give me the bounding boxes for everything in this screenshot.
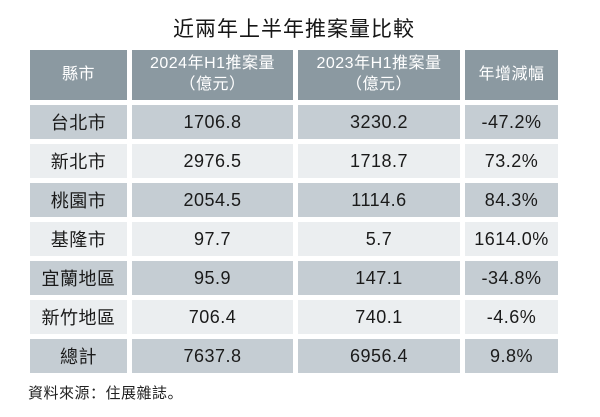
source-note: 資料來源：住展雜誌。 — [28, 385, 184, 402]
value-2024-cell: 2054.5 — [132, 183, 293, 217]
header-cell-region: 縣市 — [30, 50, 127, 100]
value-2023-cell: 1718.7 — [298, 144, 460, 178]
region-cell: 宜蘭地區 — [30, 261, 127, 295]
region-cell: 桃園市 — [30, 183, 127, 217]
value-2023-cell: 740.1 — [298, 300, 460, 334]
header-cell-2023: 2023年H1推案量 （億元） — [298, 50, 460, 100]
header-cell-yoy: 年增減幅 — [465, 50, 558, 100]
value-2023-cell: 3230.2 — [298, 105, 460, 139]
value-2024-cell: 1706.8 — [132, 105, 293, 139]
header-cell-2024: 2024年H1推案量 （億元） — [132, 50, 293, 100]
yoy-cell: -34.8% — [465, 261, 558, 295]
region-cell: 新竹地區 — [30, 300, 127, 334]
yoy-cell: -4.6% — [465, 300, 558, 334]
value-2024-cell: 95.9 — [132, 261, 293, 295]
yoy-cell: 1614.0% — [465, 222, 558, 256]
value-2023-cell: 5.7 — [298, 222, 460, 256]
value-2023-cell: 147.1 — [298, 261, 460, 295]
yoy-cell: 9.8% — [465, 339, 558, 373]
region-cell: 台北市 — [30, 105, 127, 139]
region-cell: 基隆市 — [30, 222, 127, 256]
value-2023-cell: 1114.6 — [298, 183, 460, 217]
value-2024-cell: 7637.8 — [132, 339, 293, 373]
yoy-cell: -47.2% — [465, 105, 558, 139]
region-cell: 新北市 — [30, 144, 127, 178]
yoy-cell: 84.3% — [465, 183, 558, 217]
value-2024-cell: 2976.5 — [132, 144, 293, 178]
yoy-cell: 73.2% — [465, 144, 558, 178]
value-2024-cell: 706.4 — [132, 300, 293, 334]
value-2024-cell: 97.7 — [132, 222, 293, 256]
value-2023-cell: 6956.4 — [298, 339, 460, 373]
region-cell: 總計 — [30, 339, 127, 373]
comparison-table: 縣市 2024年H1推案量 （億元） 2023年H1推案量 （億元） 年增減幅 … — [30, 50, 558, 373]
page-title: 近兩年上半年推案量比較 — [173, 18, 415, 41]
